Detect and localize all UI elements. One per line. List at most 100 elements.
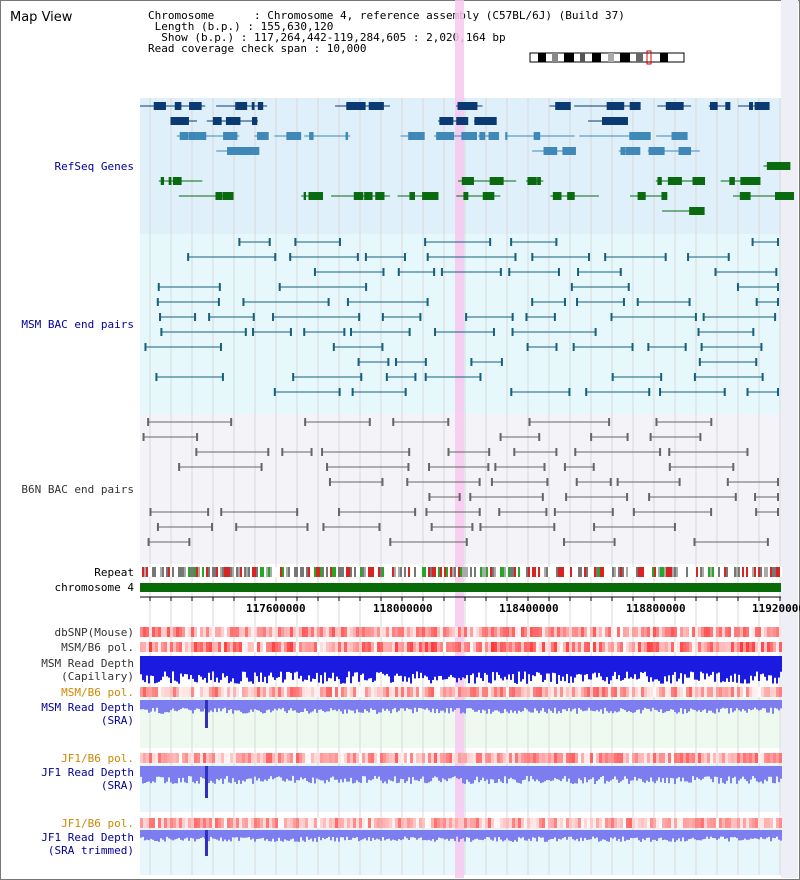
b6n-bac-end: [235, 523, 238, 531]
jf1-trim-depth-bar: [680, 830, 682, 842]
msm-sra-depth-bar: [774, 700, 776, 708]
msm-b6-pol-cell: [587, 642, 590, 652]
msm-b6-pol-cell: [767, 642, 770, 652]
msm-sra-depth-bar: [528, 700, 530, 712]
jf1-b6-pol-cell: [587, 753, 590, 763]
repeat-segment: [160, 567, 162, 577]
dbsnp-cell: [200, 627, 203, 637]
msm-bac-end: [424, 373, 427, 381]
msm-b6-pol2-cell: [164, 687, 167, 697]
jf1-trim-depth-bar: [764, 830, 766, 840]
msm-cap-depth-bar: [694, 656, 696, 680]
msm-bac-label[interactable]: MSM BAC end pairs: [21, 318, 134, 331]
jf1-sra-depth-bar: [356, 766, 358, 781]
repeat-segment: [690, 567, 692, 577]
jf1-sra-depth-bar: [482, 766, 484, 778]
refseq-label[interactable]: RefSeq Genes: [54, 160, 134, 173]
msm-sra-depth-bar: [386, 700, 388, 709]
repeat-segment: [448, 567, 450, 577]
jf1-trim-depth-bar: [376, 830, 378, 839]
msm-cap-depth-bar: [766, 656, 768, 681]
jf1-sra-depth-bar: [374, 766, 376, 776]
msm-b6-pol2-cell: [368, 687, 371, 697]
b6n-bac-end: [543, 463, 546, 471]
jf1-trim-depth-bar: [180, 830, 182, 840]
msm-cap-depth-bar: [322, 656, 324, 684]
msm-sra-depth-bar: [452, 700, 454, 712]
repeat-segment: [552, 567, 554, 577]
msm-bac-end: [553, 313, 556, 321]
jf1-trim-depth-bar: [500, 830, 502, 840]
repeat-segment: [572, 567, 574, 577]
jf1-b6-pol-cell: [695, 753, 698, 763]
b6n-bac-label[interactable]: B6N BAC end pairs: [21, 483, 134, 496]
dbsnp-cell: [494, 627, 497, 637]
msm-b6-pol2-cell: [566, 687, 569, 697]
msm-b6-pol2-cell: [386, 687, 389, 697]
msm-cap-depth-bar: [594, 656, 596, 673]
msm-sra-depth-bar: [548, 700, 550, 709]
jf1-sra-depth-bar: [562, 766, 564, 779]
msm-cap-depth-bar: [492, 656, 494, 673]
msm-cap-depth-bar: [146, 656, 148, 676]
repeat-segment: [730, 567, 732, 577]
msm-cap-depth-bar: [330, 656, 332, 679]
msm-cap-depth-bar: [746, 656, 748, 684]
jf1-sra-depth-bar: [362, 766, 364, 777]
jf1-b6-pol-cell: [323, 753, 326, 763]
jf1-trim-depth-bar: [550, 830, 552, 840]
msm-bac-end: [292, 373, 295, 381]
jf1-sra-depth-bar: [514, 766, 516, 780]
jf1-b6-pol-cell: [581, 753, 584, 763]
jf1-trim-depth-bar: [536, 830, 538, 842]
jf1-trim-depth-bar: [140, 830, 142, 838]
jf1-sra-depth-bar: [622, 766, 624, 780]
msm-sra-depth-bar: [172, 700, 174, 709]
jf1-trim-depth-bar: [564, 830, 566, 838]
dbsnp-cell: [191, 627, 194, 637]
msm-sra-depth-bar: [348, 700, 350, 710]
msm-b6-pol-cell: [326, 642, 329, 652]
dbsnp-cell: [428, 627, 431, 637]
jf1-b6-pol2-cell: [152, 818, 155, 828]
msm-cap-depth-bar: [336, 656, 338, 677]
msm-b6-pol-cell: [728, 642, 731, 652]
repeat-segment: [658, 567, 660, 577]
jf1-b6-pol-cell: [593, 753, 596, 763]
msm-b6-pol2-cell: [764, 687, 767, 697]
repeat-segment: [500, 567, 502, 577]
jf1-sra-depth-bar: [676, 766, 678, 779]
msm-sra-depth-bar: [626, 700, 628, 712]
msm-b6-pol-cell: [608, 642, 611, 652]
jf1-trim-depth-bar: [400, 830, 402, 841]
msm-cap-depth-bar: [692, 656, 694, 673]
msm-sra-depth-bar: [218, 700, 220, 709]
jf1-sra-depth-bar: [212, 766, 214, 783]
jf1-trim-depth-bar: [300, 830, 302, 838]
jf1-sra-depth-bar: [756, 766, 758, 782]
msm-sra-depth-bar: [606, 700, 608, 712]
msm-b6-pol2-cell: [617, 687, 620, 697]
jf1-sra-depth-bar: [704, 766, 706, 777]
msm-cap-depth-bar: [656, 656, 658, 680]
gene-exon: [614, 102, 625, 110]
msm-depth-cap-sub: (Capillary): [61, 670, 134, 683]
jf1-sra-depth-bar: [496, 766, 498, 783]
jf1-trim-depth-bar: [420, 830, 422, 838]
jf1-sra-depth-bar: [658, 766, 660, 778]
msm-b6-pol2-cell: [740, 687, 743, 697]
msm-bac-end: [433, 268, 436, 276]
jf1-b6-pol-cell: [152, 753, 155, 763]
jf1-sra-depth-bar: [254, 766, 256, 777]
jf1-trim-depth-bar: [408, 830, 410, 841]
msm-b6-pol-cell: [437, 642, 440, 652]
msm-sra-depth-bar: [492, 700, 494, 712]
msm-cap-depth-bar: [736, 656, 738, 683]
jf1-trim-depth-bar: [458, 830, 460, 842]
msm-sra-depth-bar: [666, 700, 668, 712]
jf1-sra-depth-bar: [754, 766, 756, 779]
b6n-bac-end: [490, 478, 493, 486]
jf1-sra-depth-bar: [528, 766, 530, 782]
msm-bac-end: [525, 313, 528, 321]
